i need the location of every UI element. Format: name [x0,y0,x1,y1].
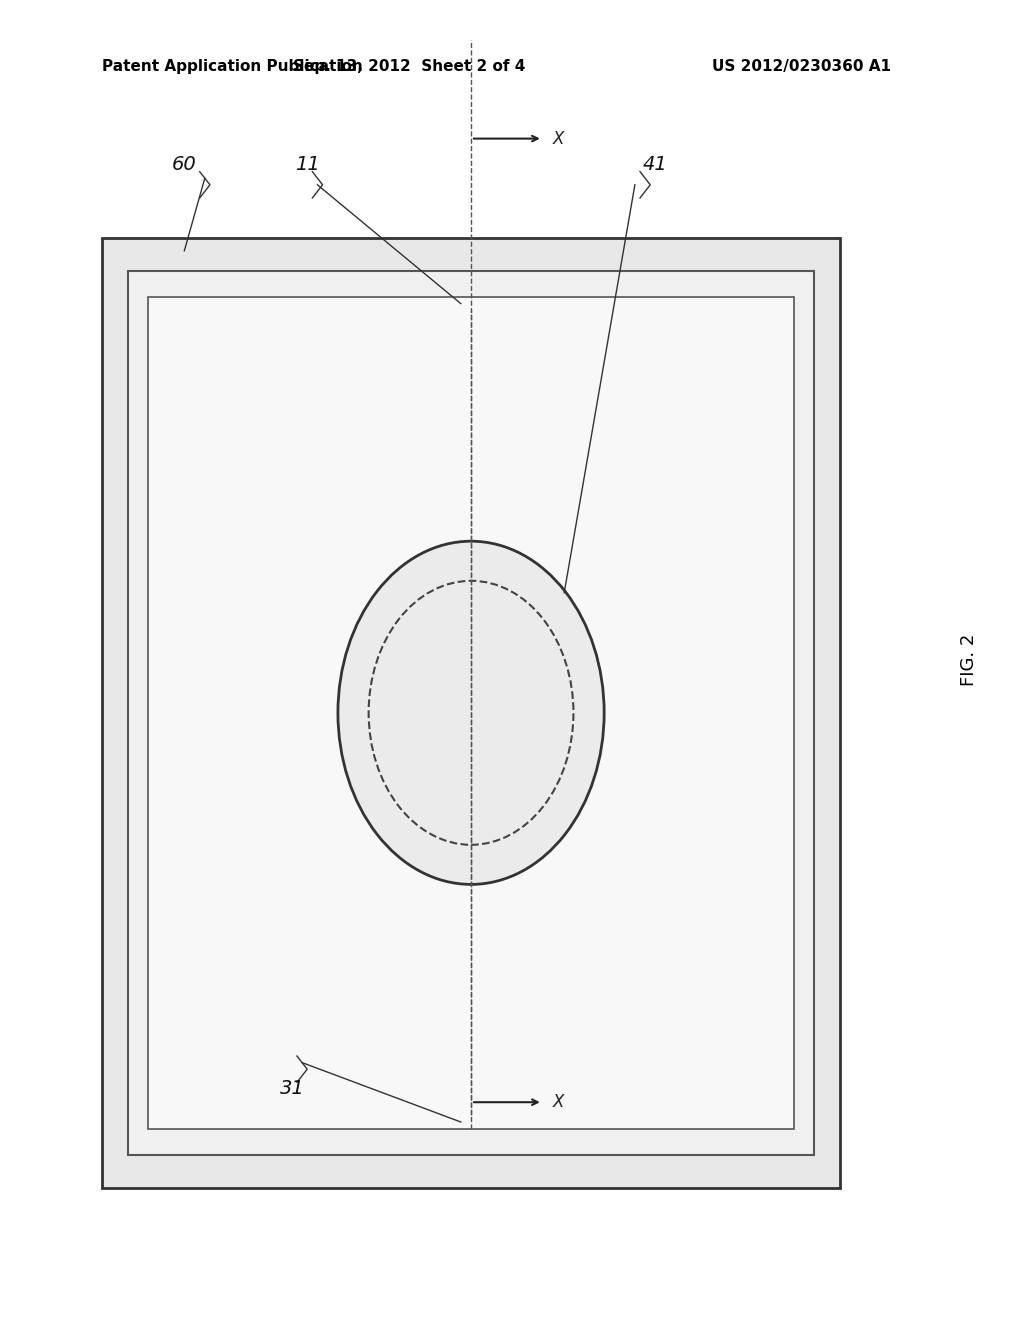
Text: X: X [553,129,564,148]
Bar [128,271,814,1155]
Text: X: X [553,1093,564,1111]
Text: FIG. 2: FIG. 2 [959,634,978,686]
Text: Sep. 13, 2012  Sheet 2 of 4: Sep. 13, 2012 Sheet 2 of 4 [294,59,525,74]
Text: 60: 60 [172,156,197,174]
Text: 31: 31 [280,1080,304,1098]
Text: 41: 41 [643,156,668,174]
Bar [148,297,794,1129]
Circle shape [338,541,604,884]
Bar [102,238,840,1188]
Text: 11: 11 [295,156,319,174]
Text: Patent Application Publication: Patent Application Publication [102,59,364,74]
Text: US 2012/0230360 A1: US 2012/0230360 A1 [712,59,891,74]
